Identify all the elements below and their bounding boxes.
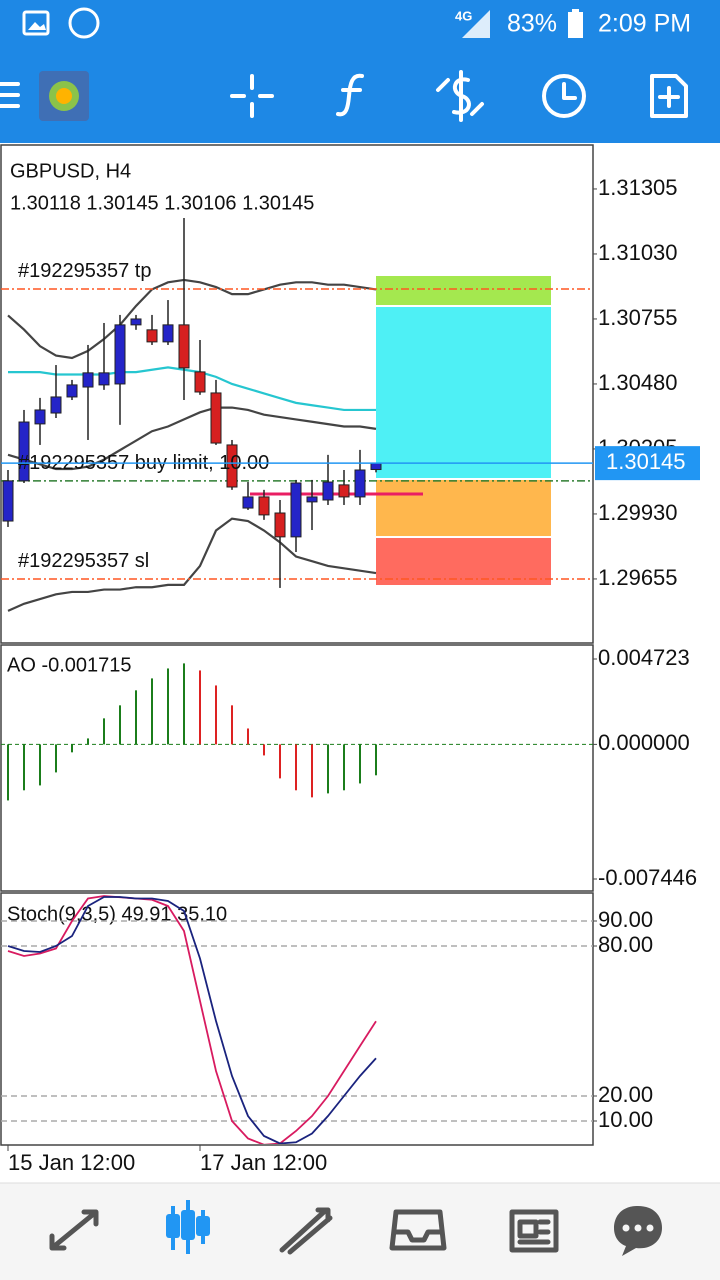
battery-icon	[568, 12, 583, 38]
history-tab[interactable]	[389, 1209, 447, 1251]
candle-body	[258, 496, 270, 516]
quotes-tab[interactable]	[49, 1209, 99, 1251]
candle-body	[114, 324, 126, 385]
candle-body	[50, 396, 62, 414]
candle-body	[370, 462, 382, 471]
plot-layer: 1.313051.310301.307551.304801.302051.299…	[1, 175, 700, 1175]
order-label: #192295357 sl	[18, 550, 149, 572]
candle-body	[210, 392, 222, 444]
candle-body	[2, 480, 14, 522]
y-tick-label: -0.007446	[598, 865, 697, 890]
stoch-panel	[0, 892, 594, 1146]
app-logo-center	[56, 88, 72, 104]
y-tick-label: 90.00	[598, 907, 653, 932]
entry-zone	[376, 480, 551, 536]
stoch-line	[7, 895, 377, 1144]
app-header	[0, 0, 720, 143]
last-price-tag	[595, 446, 700, 481]
network-type: 4G	[455, 8, 472, 23]
candle-body	[66, 384, 78, 398]
y-tick-label: 80.00	[598, 932, 653, 957]
y-tick-label: 1.30480	[598, 370, 678, 395]
x-tick-label: 15 Jan 12:00	[8, 1150, 135, 1175]
signal-icon	[462, 10, 490, 38]
trade-button[interactable]	[436, 70, 484, 122]
tp-zone	[376, 276, 551, 305]
status-bar: 4G 83% 2:09 PM	[22, 7, 691, 39]
profit-zone	[376, 307, 551, 478]
indicator-line	[7, 278, 377, 360]
gallery-icon-shape	[28, 22, 46, 30]
position-tool	[250, 276, 551, 585]
candle-body	[162, 324, 174, 343]
candle-body	[338, 484, 350, 498]
candle-body	[82, 372, 94, 388]
candle-body	[18, 421, 30, 482]
gallery-icon	[22, 10, 50, 36]
quote-line: 1.30118 1.30145 1.30106 1.30145	[10, 192, 314, 214]
candle-body	[146, 329, 158, 343]
news-tab[interactable]	[509, 1209, 559, 1253]
menu-button[interactable]	[0, 82, 20, 108]
battery-level: 83%	[507, 10, 557, 38]
candle-body	[34, 409, 46, 425]
candle-body	[130, 318, 142, 326]
stoch-line	[7, 896, 377, 1144]
y-tick-label: 1.29655	[598, 565, 678, 590]
crosshair-button[interactable]	[230, 74, 274, 118]
clock: 2:09 PM	[598, 10, 691, 38]
candle-body	[322, 481, 334, 501]
y-tick-label: 0.000000	[598, 730, 690, 755]
candle-body	[306, 496, 318, 503]
y-tick-label: 10.00	[598, 1107, 653, 1132]
indicator-line	[7, 406, 377, 471]
whatsapp-icon	[68, 7, 100, 39]
y-tick-label: 1.31030	[598, 240, 678, 265]
loss-zone	[376, 538, 551, 585]
toolbar	[0, 70, 688, 122]
candle-body	[98, 372, 110, 386]
candle-body	[178, 324, 190, 369]
candle-body	[226, 444, 238, 488]
battery-tip	[572, 9, 579, 13]
symbol-title: GBPUSD, H4	[10, 160, 131, 182]
timeframe-button[interactable]	[542, 74, 586, 118]
candle-body	[194, 371, 206, 393]
candle-body	[242, 496, 254, 509]
timeframe-hands	[562, 82, 577, 100]
candle-body	[354, 469, 366, 498]
x-tick-label: 17 Jan 12:00	[200, 1150, 327, 1175]
bottom-nav	[0, 1182, 720, 1280]
y-tick-label: 1.31305	[598, 175, 678, 200]
indicator-line	[7, 517, 377, 612]
order-label: #192295357 tp	[18, 260, 151, 282]
last-price-label: 1.30145	[606, 449, 686, 474]
plot-area	[1, 218, 592, 612]
y-tick-label: 0.004723	[598, 645, 690, 670]
indicator-line	[8, 366, 376, 412]
trade-tab[interactable]	[279, 1207, 333, 1255]
stoch-title: Stoch(9,3,5) 49.91 35.10	[7, 903, 227, 925]
indicators-button[interactable]	[336, 73, 364, 117]
candle-body	[274, 512, 286, 538]
y-tick-label: 20.00	[598, 1082, 653, 1107]
nav-background	[0, 1183, 720, 1280]
candle-body	[290, 482, 302, 538]
stoch-area	[7, 895, 377, 1144]
y-tick-label: 1.29930	[598, 500, 678, 525]
ao-title: AO -0.001715	[7, 654, 132, 676]
y-tick-label: 1.30755	[598, 305, 678, 330]
chart-tab[interactable]	[166, 1200, 210, 1254]
new-order-button[interactable]	[650, 74, 688, 118]
